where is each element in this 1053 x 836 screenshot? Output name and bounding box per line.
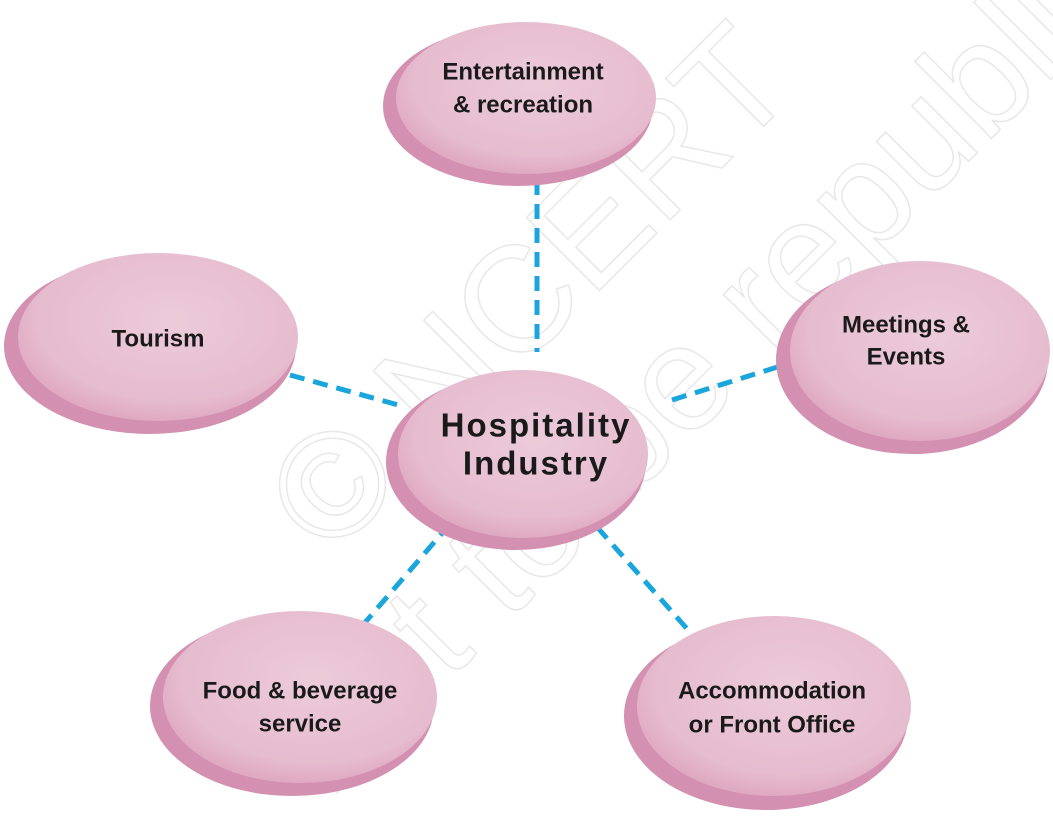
node-label: Events — [867, 343, 946, 370]
node-label: service — [259, 710, 342, 737]
node: Entertainment & recreation — [383, 22, 656, 186]
connectors — [289, 180, 785, 633]
node: Food & beverage service — [150, 611, 437, 796]
node-shape — [790, 261, 1050, 441]
node-label: Meetings & — [842, 311, 970, 338]
node: Tourism — [4, 253, 298, 434]
node-shape — [163, 611, 437, 783]
connector — [671, 362, 785, 403]
node-label: Accommodation — [678, 677, 866, 704]
node-label: Entertainment — [442, 58, 603, 85]
node-label: Hospitality — [441, 407, 632, 444]
node: Meetings & Events — [776, 261, 1050, 454]
node-shape — [396, 22, 656, 174]
node-label: Tourism — [112, 325, 205, 352]
connector — [289, 372, 403, 409]
node: Hospitality Industry — [386, 370, 648, 550]
node: Accommodation or Front Office — [624, 616, 911, 810]
node-shape — [637, 616, 911, 796]
node-label: Food & beverage — [203, 677, 398, 704]
node-label: & recreation — [453, 91, 593, 118]
node-shape — [398, 370, 648, 538]
node-label: Industry — [463, 445, 609, 482]
node-shape — [18, 253, 298, 421]
node-label: or Front Office — [689, 711, 856, 738]
